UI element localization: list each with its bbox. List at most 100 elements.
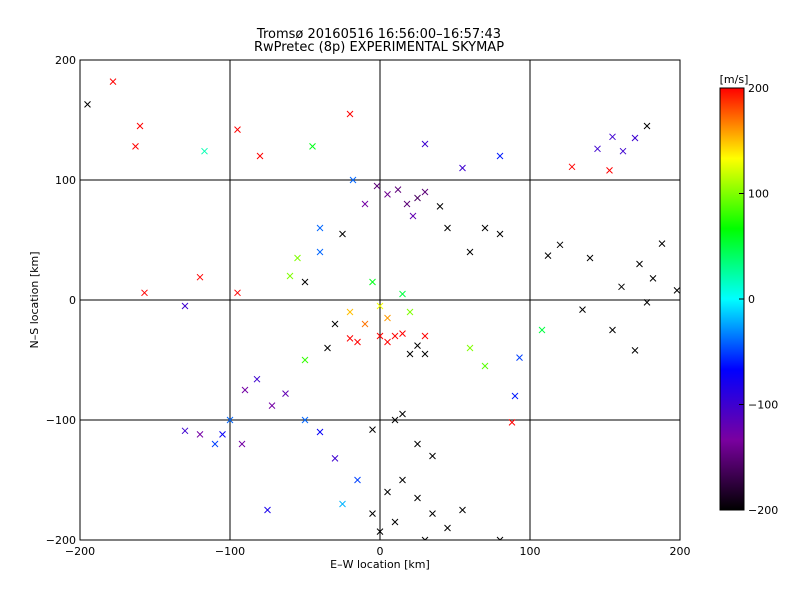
data-point-cross [339, 500, 346, 508]
data-point-cross [459, 164, 466, 172]
axis-ticks: −200 −100 0 100 200 −200 −100 0 100 200 [46, 54, 691, 558]
data-point-cross [579, 306, 586, 313]
data-point-cross [264, 506, 271, 514]
data-point-cross [241, 386, 249, 394]
data-point-cross [444, 524, 451, 532]
data-point-cross [406, 308, 414, 316]
data-point-cross [369, 510, 376, 517]
data-point-cross [384, 488, 391, 496]
data-point-cross [636, 260, 643, 268]
data-point-cross [466, 248, 474, 256]
data-point-cross [339, 230, 346, 238]
data-point-cross [619, 147, 627, 155]
data-point-cross [211, 440, 219, 448]
data-point-cross [141, 289, 148, 297]
colorbar-tick-label: 200 [748, 82, 769, 95]
data-point-cross [361, 320, 369, 328]
data-point-cross [631, 347, 639, 354]
data-point-cross [346, 308, 354, 316]
data-point-cross [354, 338, 361, 346]
data-point-cross [436, 203, 444, 210]
data-point-cross [391, 416, 399, 424]
data-point-cross [219, 431, 226, 438]
data-point-cross [516, 354, 523, 361]
data-point-cross [643, 122, 651, 130]
data-point-cross [414, 194, 421, 202]
data-point-cross [399, 330, 406, 337]
data-point-cross [508, 419, 516, 426]
data-point-cross [331, 455, 339, 462]
data-point-cross [384, 191, 391, 198]
data-point-cross [421, 332, 429, 340]
y-tick-label: 100 [55, 174, 76, 187]
data-point-cross [331, 320, 339, 328]
y-axis-label: N–S location [km] [28, 251, 41, 348]
chart-title: Tromsø 20160516 16:56:00–16:57:43 [256, 27, 501, 42]
y-tick-label: 200 [55, 54, 76, 67]
data-point-cross [324, 344, 331, 352]
data-point-cross [409, 212, 417, 220]
data-point-cross [394, 186, 402, 193]
data-point-cross [496, 152, 504, 160]
data-point-cross [109, 78, 117, 85]
colorbar-tick-label: 100 [748, 188, 769, 201]
data-point-cross [538, 326, 546, 334]
data-point-cross [444, 224, 451, 232]
data-point-cross [399, 290, 406, 298]
data-point-cross [136, 122, 144, 130]
data-point-cross [481, 362, 489, 370]
data-point-cross [511, 392, 519, 400]
data-point-cross [376, 528, 384, 535]
data-point-cross [346, 110, 354, 118]
x-tick-label: 100 [520, 545, 541, 558]
data-point-cross [544, 252, 552, 259]
y-tick-label: −100 [46, 414, 76, 427]
data-point-cross [429, 452, 436, 460]
data-point-cross [594, 145, 601, 153]
data-point-cross [459, 506, 466, 514]
data-point-cross [286, 272, 294, 280]
data-point-cross [301, 356, 309, 364]
data-point-cross [414, 342, 421, 349]
data-point-cross [376, 332, 384, 340]
data-point-cross [282, 390, 289, 397]
data-point-cross [609, 133, 616, 141]
data-point-cross [226, 416, 234, 424]
data-point-cross [421, 188, 429, 196]
x-tick-label: −200 [65, 545, 95, 558]
colorbar-tick-label: −100 [748, 399, 778, 412]
plot-grid [80, 60, 680, 540]
data-point-cross [631, 134, 639, 142]
data-point-cross [301, 278, 309, 286]
data-point-cross [253, 375, 261, 383]
data-point-cross [196, 431, 204, 438]
data-point-cross [414, 440, 421, 448]
data-point-cross [586, 254, 594, 262]
data-point-cross [406, 350, 414, 358]
data-point-cross [399, 476, 406, 484]
colorbar-tick-label: −200 [748, 504, 778, 517]
x-axis-label: E–W location [km] [330, 558, 430, 571]
data-point-cross [618, 283, 625, 291]
data-point-cross [234, 126, 241, 133]
chart-subtitle: RwPretec (8p) EXPERIMENTAL SKYMAP [254, 40, 504, 55]
data-point-cross [316, 248, 324, 256]
x-tick-label: −100 [215, 545, 245, 558]
data-point-cross [369, 278, 376, 286]
data-point-cross [568, 163, 576, 171]
data-point-cross [609, 326, 616, 334]
data-point-cross [658, 240, 666, 247]
data-point-cross [643, 299, 651, 306]
data-point-cross [481, 224, 489, 232]
data-point-cross [414, 494, 421, 502]
data-point-cross [309, 143, 316, 150]
data-point-cross [384, 314, 391, 322]
data-point-cross [301, 416, 309, 424]
data-point-cross [238, 440, 246, 448]
data-point-cross [201, 147, 208, 155]
y-tick-label: −200 [46, 534, 76, 547]
data-point-cross [466, 344, 474, 352]
data-point-cross [316, 428, 324, 436]
data-point-cross [256, 152, 264, 160]
